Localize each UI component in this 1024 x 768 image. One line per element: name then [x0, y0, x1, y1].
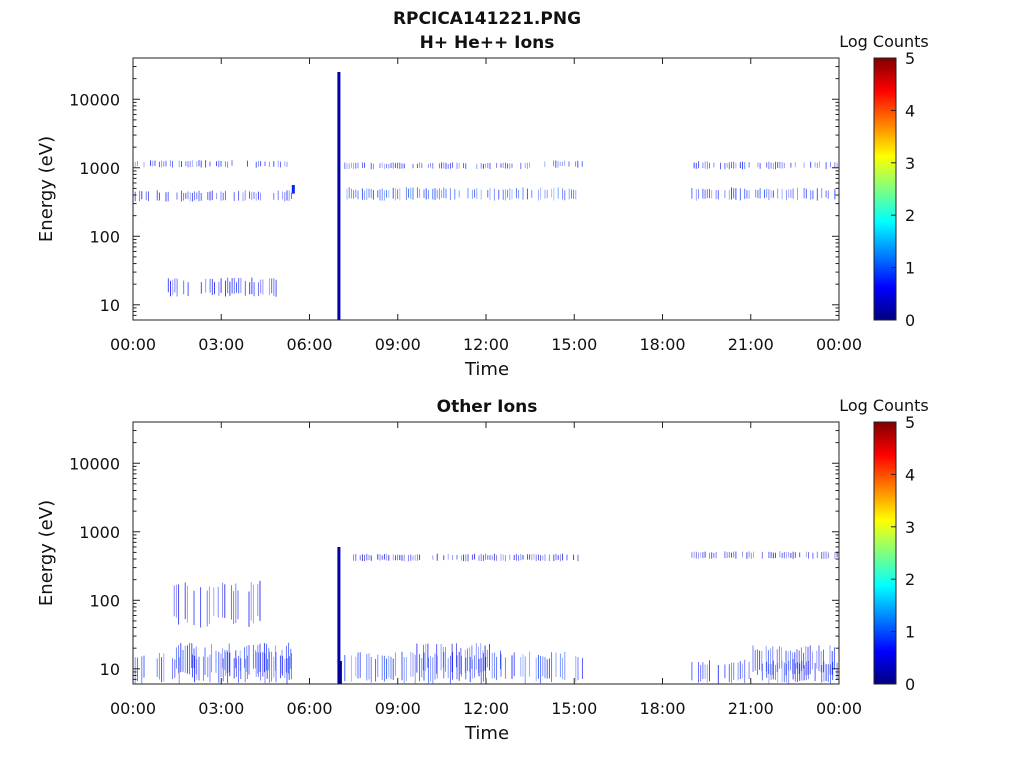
- spectrogram-band: [344, 651, 583, 684]
- x-tick-label: 12:00: [463, 699, 509, 718]
- y-axis-label: Energy (eV): [36, 500, 57, 606]
- colorbar-ticks: 0 1 2 3 4 5: [891, 49, 915, 330]
- axis-ticks: 00:00 03:00 06:00 09:00 12:00 15:00 18:00 21:00…: [69, 421, 862, 718]
- colorbar-label: Log Counts: [839, 396, 929, 415]
- x-tick-label: 09:00: [375, 699, 421, 718]
- axis-ticks: 00:00 03:00 06:00 09:00 12:00 15:00 18:00 21:00…: [69, 57, 862, 354]
- spectrogram-band: [133, 651, 292, 684]
- spectrogram-spike: [337, 547, 341, 684]
- spectrogram-band: [416, 643, 501, 674]
- y-tick-label: 100: [89, 227, 120, 246]
- spectrogram-spike: [338, 661, 342, 684]
- x-tick-label: 06:00: [286, 335, 332, 354]
- panel-other-ions: Other Ions 00:00 03:00 06:00 09:00 12:00 15:0…: [36, 396, 929, 744]
- spectrogram-band: [353, 553, 579, 562]
- spectrogram-band: [693, 161, 838, 170]
- spectrogram-band: [752, 645, 835, 676]
- colorbar-tick-label: 5: [905, 413, 915, 432]
- panel-title: H+ He++ Ions: [420, 33, 555, 53]
- spectrogram-band: [175, 642, 292, 675]
- x-tick-label: 00:00: [816, 335, 862, 354]
- y-tick-label: 10000: [69, 454, 120, 473]
- colorbar-tick-label: 5: [905, 49, 915, 68]
- colorbar-tick-label: 2: [905, 206, 915, 225]
- spectrogram-spike: [291, 185, 295, 194]
- plot-frame: [132, 421, 840, 685]
- colorbar-label: Log Counts: [839, 32, 929, 51]
- y-tick-label: 10: [100, 296, 120, 315]
- colorbar-tick-label: 0: [905, 311, 915, 330]
- colorbar-tick-label: 1: [905, 623, 915, 642]
- spectrogram-band: [691, 187, 836, 201]
- y-tick-label: 10000: [69, 90, 120, 109]
- x-tick-label: 09:00: [375, 335, 421, 354]
- colorbar: Log Counts 0 1 2 3 4 5: [839, 396, 929, 694]
- y-tick-label: 1000: [79, 159, 120, 178]
- spectrogram-data: [133, 547, 838, 684]
- spectrogram-band: [544, 160, 583, 168]
- x-axis-label: Time: [464, 723, 509, 744]
- spectrogram-band: [133, 190, 292, 202]
- spectrogram-band: [134, 160, 288, 168]
- spectrogram-band: [691, 659, 838, 684]
- spectrogram-band: [173, 580, 261, 628]
- colorbar-tick-label: 3: [905, 518, 915, 537]
- y-axis-label: Energy (eV): [36, 136, 57, 242]
- x-tick-label: 03:00: [198, 335, 244, 354]
- y-tick-label: 10: [100, 660, 120, 679]
- x-tick-label: 00:00: [110, 335, 156, 354]
- y-tick-label: 1000: [79, 523, 120, 542]
- spectrogram-band: [167, 277, 277, 297]
- x-tick-label: 15:00: [551, 335, 597, 354]
- x-tick-label: 06:00: [286, 699, 332, 718]
- colorbar-tick-label: 2: [905, 570, 915, 589]
- x-tick-label: 21:00: [728, 335, 774, 354]
- spectrogram-band: [344, 162, 531, 170]
- colorbar: Log Counts 0 1 2 3 4 5: [839, 32, 929, 330]
- colorbar-gradient: [873, 57, 897, 321]
- x-axis-label: Time: [464, 359, 509, 380]
- x-tick-label: 00:00: [816, 699, 862, 718]
- colorbar-tick-label: 4: [905, 101, 915, 120]
- x-tick-label: 12:00: [463, 335, 509, 354]
- x-tick-label: 18:00: [639, 699, 685, 718]
- spectrogram-band: [346, 187, 577, 201]
- colorbar-tick-label: 4: [905, 465, 915, 484]
- y-tick-label: 100: [89, 591, 120, 610]
- colorbar-tick-label: 0: [905, 675, 915, 694]
- spectrogram-spike: [337, 72, 341, 320]
- colorbar-tick-label: 1: [905, 259, 915, 278]
- colorbar-gradient: [873, 421, 897, 685]
- x-tick-label: 03:00: [198, 699, 244, 718]
- spectrogram-data: [133, 72, 838, 320]
- panel-title: Other Ions: [437, 397, 538, 417]
- x-tick-label: 21:00: [728, 699, 774, 718]
- x-tick-label: 15:00: [551, 699, 597, 718]
- colorbar-tick-label: 3: [905, 154, 915, 173]
- panel-h-he-ions: H+ He++ Ions 00:00 03:00 06:00 09:00 12:00 15…: [36, 32, 929, 380]
- x-tick-label: 18:00: [639, 335, 685, 354]
- spectrogram-band: [691, 551, 838, 559]
- x-tick-label: 00:00: [110, 699, 156, 718]
- figure-title: RPCICA141221.PNG: [393, 9, 581, 29]
- colorbar-ticks: 0 1 2 3 4 5: [891, 413, 915, 694]
